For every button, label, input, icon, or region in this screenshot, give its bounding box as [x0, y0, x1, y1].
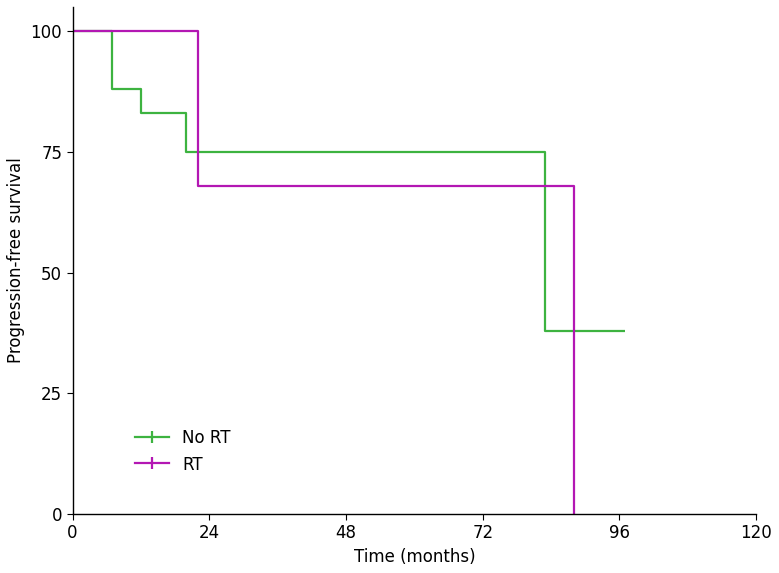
X-axis label: Time (months): Time (months) — [354, 548, 475, 566]
Y-axis label: Progression-free survival: Progression-free survival — [7, 158, 25, 363]
Legend: No RT, RT: No RT, RT — [129, 423, 238, 480]
